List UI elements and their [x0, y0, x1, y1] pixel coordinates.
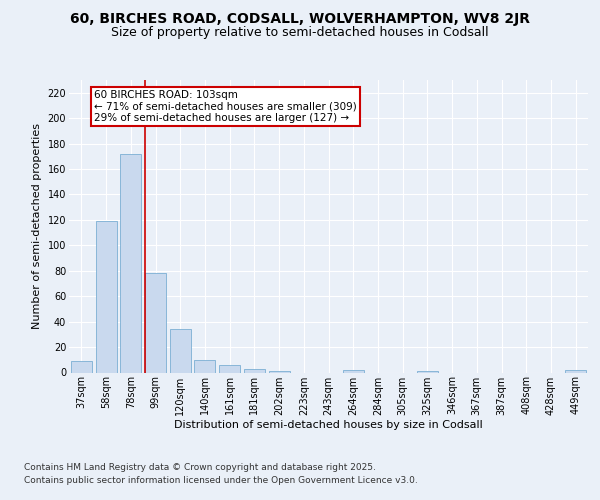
- Text: 60 BIRCHES ROAD: 103sqm
← 71% of semi-detached houses are smaller (309)
29% of s: 60 BIRCHES ROAD: 103sqm ← 71% of semi-de…: [94, 90, 356, 124]
- Bar: [120, 154, 141, 372]
- Text: Contains public sector information licensed under the Open Government Licence v3: Contains public sector information licen…: [24, 476, 418, 485]
- Bar: [565, 370, 586, 372]
- X-axis label: Distribution of semi-detached houses by size in Codsall: Distribution of semi-detached houses by …: [174, 420, 483, 430]
- Y-axis label: Number of semi-detached properties: Number of semi-detached properties: [32, 123, 42, 329]
- Bar: [219, 365, 240, 372]
- Bar: [95, 221, 116, 372]
- Bar: [71, 361, 92, 372]
- Text: Contains HM Land Registry data © Crown copyright and database right 2025.: Contains HM Land Registry data © Crown c…: [24, 462, 376, 471]
- Bar: [170, 330, 191, 372]
- Text: 60, BIRCHES ROAD, CODSALL, WOLVERHAMPTON, WV8 2JR: 60, BIRCHES ROAD, CODSALL, WOLVERHAMPTON…: [70, 12, 530, 26]
- Bar: [417, 371, 438, 372]
- Bar: [269, 371, 290, 372]
- Bar: [343, 370, 364, 372]
- Bar: [194, 360, 215, 372]
- Bar: [145, 274, 166, 372]
- Text: Size of property relative to semi-detached houses in Codsall: Size of property relative to semi-detach…: [111, 26, 489, 39]
- Bar: [244, 368, 265, 372]
